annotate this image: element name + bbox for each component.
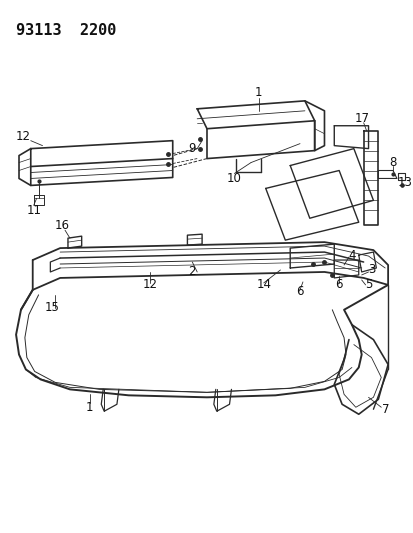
Text: 5: 5: [364, 278, 371, 292]
Text: 17: 17: [354, 112, 368, 125]
Text: 13: 13: [396, 176, 411, 189]
Text: 3: 3: [367, 263, 374, 277]
Text: 6: 6: [296, 285, 303, 298]
Text: 11: 11: [26, 204, 41, 217]
Text: 10: 10: [226, 172, 241, 185]
Text: 12: 12: [15, 130, 30, 143]
Text: 4: 4: [347, 248, 355, 262]
Text: 9: 9: [188, 142, 196, 155]
Text: 12: 12: [142, 278, 157, 292]
Text: 93113  2200: 93113 2200: [16, 23, 116, 38]
Text: 14: 14: [256, 278, 271, 292]
Text: 8: 8: [388, 156, 396, 169]
Text: 16: 16: [55, 219, 69, 232]
Text: 1: 1: [254, 86, 262, 100]
Text: 2: 2: [188, 265, 196, 278]
Text: 6: 6: [335, 278, 342, 292]
Text: 7: 7: [382, 403, 389, 416]
Text: 1: 1: [85, 401, 93, 414]
Text: 15: 15: [45, 301, 59, 314]
